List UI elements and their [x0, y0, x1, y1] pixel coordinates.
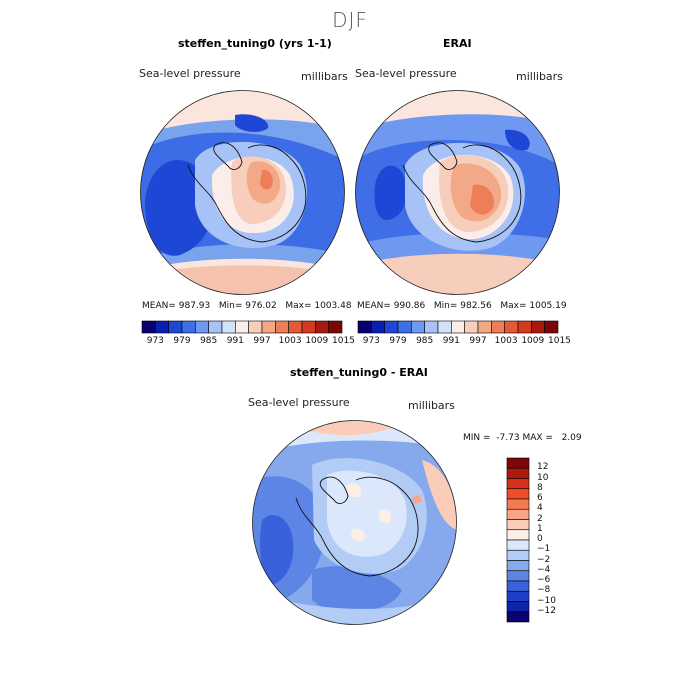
- colorbar-tick-label: 1003: [278, 336, 302, 346]
- colorbar-tick-label: 4: [537, 503, 543, 514]
- colorbar-tick-label: 973: [362, 336, 380, 346]
- colorbar-swatch: [411, 320, 425, 334]
- colorbar-tick-label: −6: [537, 575, 551, 585]
- colorbar-swatch: [517, 320, 532, 334]
- panel-3-colorbar: [506, 457, 530, 623]
- colorbar-tick-label: 1009: [521, 336, 545, 346]
- colorbar-swatch: [531, 320, 545, 334]
- colorbar-swatch: [315, 320, 329, 334]
- colorbar-swatch: [301, 320, 316, 334]
- colorbar-tick-label: 10: [537, 472, 549, 483]
- colorbar-swatch: [288, 320, 303, 334]
- colorbar-swatch: [506, 498, 530, 510]
- panel-2-map: [355, 90, 560, 295]
- colorbar-tick-label: −10: [537, 595, 556, 606]
- colorbar-tick-label: 6: [537, 493, 543, 503]
- colorbar-tick-label: 0: [537, 534, 543, 544]
- colorbar-swatch: [424, 320, 439, 334]
- figure-season-title: DJF: [332, 8, 368, 32]
- colorbar-tick-label: 973: [146, 336, 164, 346]
- colorbar-swatch: [506, 549, 530, 561]
- colorbar-swatch: [477, 320, 492, 334]
- colorbar-swatch: [451, 320, 465, 334]
- panel-2-stats: MEAN= 990.86 Min= 982.56 Max= 1005.19: [357, 301, 567, 311]
- panel-1-units-label: millibars: [301, 70, 348, 83]
- panel-2-colorbar: [357, 320, 559, 334]
- colorbar-swatch: [357, 320, 372, 334]
- colorbar-swatch: [506, 519, 530, 531]
- colorbar-swatch: [371, 320, 385, 334]
- colorbar-swatch: [506, 611, 530, 623]
- panel-2-field-label: Sea-level pressure: [355, 67, 457, 80]
- colorbar-tick-label: −8: [537, 585, 551, 596]
- colorbar-tick-label: 979: [389, 336, 407, 346]
- colorbar-tick-label: −1: [537, 544, 551, 555]
- colorbar-swatch: [504, 320, 519, 334]
- panel-1-colorbar: [141, 320, 343, 334]
- colorbar-swatch: [275, 320, 289, 334]
- colorbar-tick-label: −4: [537, 564, 551, 575]
- panel-1-map: [140, 90, 345, 295]
- panel-3-map: [252, 420, 457, 625]
- panel-2-units-label: millibars: [516, 70, 563, 83]
- colorbar-swatch: [248, 320, 263, 334]
- colorbar-tick-label: 979: [173, 336, 191, 346]
- colorbar-swatch: [208, 320, 223, 334]
- colorbar-swatch: [506, 570, 530, 582]
- panel-3-units-label: millibars: [408, 399, 455, 412]
- colorbar-swatch: [328, 320, 343, 334]
- panel-1-field-label: Sea-level pressure: [139, 67, 241, 80]
- panel-3-title: steffen_tuning0 - ERAI: [290, 366, 428, 379]
- colorbar-swatch: [506, 478, 530, 490]
- colorbar-swatch: [506, 457, 530, 469]
- colorbar-swatch: [506, 580, 530, 592]
- panel-1-stats: MEAN= 987.93 Min= 976.02 Max= 1003.48: [142, 301, 352, 311]
- colorbar-swatch: [235, 320, 249, 334]
- panel-1-title: steffen_tuning0 (yrs 1-1): [178, 37, 332, 50]
- panel-3-field-label: Sea-level pressure: [248, 396, 350, 409]
- colorbar-swatch: [506, 539, 530, 551]
- colorbar-tick-label: −12: [537, 605, 556, 616]
- colorbar-tick-label: 991: [226, 336, 244, 346]
- colorbar-swatch: [506, 467, 530, 479]
- colorbar-tick-label: 2: [537, 513, 543, 524]
- colorbar-swatch: [141, 320, 156, 334]
- colorbar-swatch: [506, 590, 530, 602]
- colorbar-swatch: [506, 488, 530, 500]
- colorbar-swatch: [464, 320, 479, 334]
- colorbar-tick-label: 1009: [305, 336, 329, 346]
- colorbar-tick-label: 997: [469, 336, 487, 346]
- colorbar-tick-label: 1015: [548, 336, 571, 346]
- colorbar-swatch: [506, 529, 530, 541]
- colorbar-tick-label: 985: [416, 336, 434, 346]
- colorbar-swatch: [506, 508, 530, 520]
- colorbar-swatch: [155, 320, 169, 334]
- colorbar-swatch: [384, 320, 399, 334]
- colorbar-tick-label: 8: [537, 482, 543, 493]
- colorbar-swatch: [168, 320, 183, 334]
- colorbar-swatch: [506, 601, 530, 613]
- colorbar-tick-label: 1003: [494, 336, 518, 346]
- colorbar-swatch: [506, 560, 530, 572]
- colorbar-tick-label: 1: [537, 523, 543, 534]
- colorbar-tick-label: −2: [537, 554, 551, 565]
- colorbar-swatch: [397, 320, 412, 334]
- colorbar-swatch: [437, 320, 452, 334]
- colorbar-tick-label: 985: [200, 336, 218, 346]
- colorbar-tick-label: 1015: [332, 336, 355, 346]
- colorbar-swatch: [491, 320, 505, 334]
- colorbar-tick-label: 997: [253, 336, 271, 346]
- colorbar-swatch: [544, 320, 559, 334]
- colorbar-tick-label: 12: [537, 462, 549, 473]
- colorbar-tick-label: 991: [442, 336, 460, 346]
- panel-3-stats: MIN = -7.73 MAX = 2.09: [463, 433, 582, 443]
- colorbar-swatch: [181, 320, 196, 334]
- panel-2-title: ERAI: [443, 37, 472, 50]
- colorbar-swatch: [261, 320, 276, 334]
- colorbar-swatch: [221, 320, 236, 334]
- colorbar-swatch: [195, 320, 209, 334]
